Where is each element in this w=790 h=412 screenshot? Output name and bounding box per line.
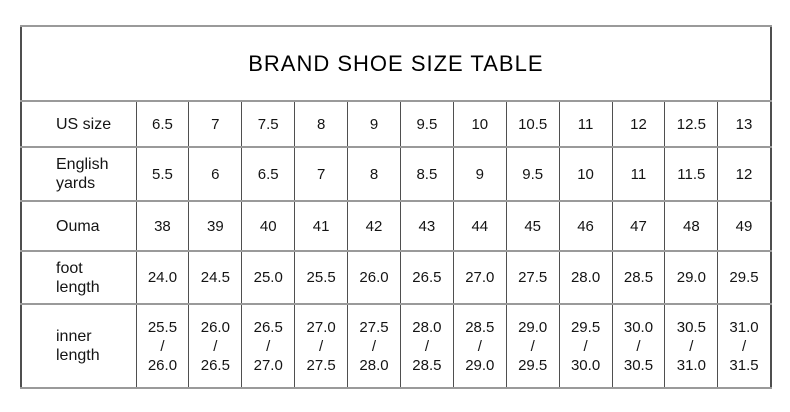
title-row: BRAND SHOE SIZE TABLE xyxy=(20,25,772,102)
table-row: Ouma 38 39 40 41 42 43 44 45 46 47 48 49 xyxy=(20,200,772,252)
row-label: US size xyxy=(20,100,137,148)
row-label: Ouma xyxy=(20,200,137,252)
size-value-cell: 28.5 xyxy=(611,250,666,305)
table-row: inner length 25.5 / 26.0 26.0 / 26.5 26.5 /… xyxy=(20,303,772,389)
size-value-cell: 26.5 / 27.0 xyxy=(241,303,296,389)
size-value-cell: 40 xyxy=(241,200,296,252)
size-value-cell: 27.0 / 27.5 xyxy=(294,303,349,389)
size-value-cell: 25.5 xyxy=(294,250,349,305)
size-value-cell: 27.0 xyxy=(452,250,507,305)
size-value-cell: 12.5 xyxy=(664,100,719,148)
size-value-cell: 10 xyxy=(452,100,507,148)
size-value-cell: 44 xyxy=(452,200,507,252)
size-value-cell: 9.5 xyxy=(505,146,560,202)
size-value-cell: 42 xyxy=(347,200,401,252)
size-value-cell: 47 xyxy=(611,200,666,252)
size-value-cell: 24.5 xyxy=(188,250,243,305)
size-value-cell: 6.5 xyxy=(135,100,190,148)
size-value-cell: 7 xyxy=(294,146,349,202)
size-value-cell: 26.0 / 26.5 xyxy=(188,303,243,389)
size-value-cell: 10 xyxy=(558,146,613,202)
table-title: BRAND SHOE SIZE TABLE xyxy=(20,25,772,102)
size-value-cell: 30.0 / 30.5 xyxy=(611,303,666,389)
size-value-cell: 27.5 xyxy=(505,250,560,305)
row-label: inner length xyxy=(20,303,137,389)
size-value-cell: 25.0 xyxy=(241,250,296,305)
size-value-cell: 7 xyxy=(188,100,243,148)
table-row: foot length 24.0 24.5 25.0 25.5 26.0 26.5 27.0 2… xyxy=(20,250,772,305)
size-value-cell: 13 xyxy=(717,100,772,148)
size-value-cell: 11 xyxy=(558,100,613,148)
table-body: BRAND SHOE SIZE TABLE US size 6.5 7 7.5 8 9 9.… xyxy=(20,25,772,389)
size-value-cell: 39 xyxy=(188,200,243,252)
size-value-cell: 11.5 xyxy=(664,146,719,202)
size-value-cell: 43 xyxy=(399,200,454,252)
size-value-cell: 48 xyxy=(664,200,719,252)
size-value-cell: 7.5 xyxy=(241,100,296,148)
size-value-cell: 6.5 xyxy=(241,146,296,202)
size-value-cell: 8 xyxy=(347,146,401,202)
size-value-cell: 8 xyxy=(294,100,349,148)
size-value-cell: 24.0 xyxy=(135,250,190,305)
size-value-cell: 6 xyxy=(188,146,243,202)
shoe-size-table: BRAND SHOE SIZE TABLE US size 6.5 7 7.5 8 9 9.… xyxy=(20,25,772,389)
size-value-cell: 38 xyxy=(135,200,190,252)
size-value-cell: 41 xyxy=(294,200,349,252)
size-value-cell: 11 xyxy=(611,146,666,202)
size-value-cell: 29.5 / 30.0 xyxy=(558,303,613,389)
size-value-cell: 12 xyxy=(611,100,666,148)
size-value-cell: 10.5 xyxy=(505,100,560,148)
size-value-cell: 27.5 / 28.0 xyxy=(347,303,401,389)
row-label: foot length xyxy=(20,250,137,305)
size-value-cell: 9.5 xyxy=(399,100,454,148)
size-value-cell: 9 xyxy=(347,100,401,148)
shoe-size-chart: BRAND SHOE SIZE TABLE US size 6.5 7 7.5 8 9 9.… xyxy=(20,25,772,389)
size-value-cell: 30.5 / 31.0 xyxy=(664,303,719,389)
size-value-cell: 26.0 xyxy=(347,250,401,305)
size-value-cell: 25.5 / 26.0 xyxy=(135,303,190,389)
row-label: English yards xyxy=(20,146,137,202)
size-value-cell: 9 xyxy=(452,146,507,202)
table-row: US size 6.5 7 7.5 8 9 9.5 10 10.5 11 12 12.5 13 xyxy=(20,100,772,148)
size-value-cell: 49 xyxy=(717,200,772,252)
size-value-cell: 28.5 / 29.0 xyxy=(452,303,507,389)
size-value-cell: 29.0 / 29.5 xyxy=(505,303,560,389)
size-value-cell: 8.5 xyxy=(399,146,454,202)
size-value-cell: 31.0 / 31.5 xyxy=(717,303,772,389)
size-value-cell: 5.5 xyxy=(135,146,190,202)
size-value-cell: 28.0 / 28.5 xyxy=(399,303,454,389)
size-value-cell: 29.5 xyxy=(717,250,772,305)
size-value-cell: 26.5 xyxy=(399,250,454,305)
size-value-cell: 45 xyxy=(505,200,560,252)
size-value-cell: 29.0 xyxy=(664,250,719,305)
size-value-cell: 46 xyxy=(558,200,613,252)
table-row: English yards 5.5 6 6.5 7 8 8.5 9 9.5 10 11 11.5 12 xyxy=(20,146,772,202)
size-value-cell: 28.0 xyxy=(558,250,613,305)
size-value-cell: 12 xyxy=(717,146,772,202)
